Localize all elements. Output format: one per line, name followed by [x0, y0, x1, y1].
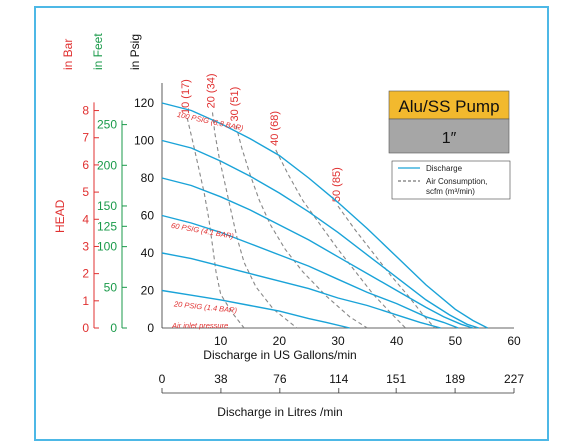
air-curve-label: 50 (85): [331, 167, 343, 202]
psig-tick-label: 60: [141, 209, 155, 223]
feet-tick-label: 50: [104, 280, 118, 294]
bar-axis-label: in Bar: [61, 39, 75, 70]
discharge-curve-label: 60 PSIG (4.1 BAR): [170, 221, 234, 241]
legend-box: [391, 160, 511, 200]
feet-tick-label: 125: [97, 219, 117, 233]
air-curve: [186, 117, 245, 329]
x-gpm-tick-label: 50: [449, 334, 463, 348]
feet-tick-label: 250: [97, 118, 117, 132]
psig-tick-label: 80: [141, 171, 155, 185]
x-lpm-tick-label: 76: [273, 372, 287, 386]
psig-axis-label: in Psig: [128, 34, 142, 70]
x-gpm-tick-label: 30: [331, 334, 345, 348]
bar-tick-label: 7: [82, 131, 89, 145]
x-lpm-tick-label: 38: [214, 372, 228, 386]
psig-tick-label: 120: [134, 96, 154, 110]
bar-tick-label: 2: [82, 267, 89, 281]
feet-tick-label: 100: [97, 240, 117, 254]
psig-tick-label: 100: [134, 134, 154, 148]
legend-air-label-2: scfm (m³/min): [426, 187, 475, 196]
feet-axis-label: in Feet: [91, 33, 105, 70]
discharge-curve: [161, 214, 459, 329]
pump-title-box: [388, 90, 510, 120]
air-curve: [337, 205, 436, 329]
x-gpm-tick-label: 20: [273, 334, 287, 348]
bar-tick-label: 5: [82, 185, 89, 199]
x-gpm-tick-label: 40: [390, 334, 404, 348]
air-curve-label: 30 (51): [229, 87, 241, 122]
legend-air-label-1: Air Consumption,: [426, 177, 487, 186]
x-lpm-tick-label: 227: [504, 372, 524, 386]
x-axis-lpm-label: Discharge in Litres /min: [217, 405, 342, 419]
air-curve-label: 20 (34): [205, 74, 217, 109]
air-curve: [235, 125, 368, 329]
pump-title: Alu/SS Pump: [398, 97, 499, 116]
air-curve-label: 40 (68): [269, 111, 281, 146]
pump-performance-chart: 0204060801001200501001251502002500123456…: [53, 33, 524, 419]
psig-tick-label: 40: [141, 246, 155, 260]
bar-tick-label: 1: [82, 294, 89, 308]
x-lpm-tick-label: 189: [445, 372, 465, 386]
bar-tick-label: 6: [82, 158, 89, 172]
x-axis-gpm-label: Discharge in US Gallons/min: [203, 348, 356, 362]
psig-tick-label: 0: [147, 321, 154, 335]
pump-size-box: [388, 118, 510, 154]
feet-tick-label: 150: [97, 199, 117, 213]
chart-frame: 0 20 40 60 80 100 120 0 50 100 125 150 200 250 0 1 2 3 4 5 6…: [34, 6, 549, 441]
inlet-note: Air inlet pressure: [171, 321, 228, 330]
air-curve: [211, 112, 298, 329]
discharge-curve: [161, 139, 480, 329]
x-lpm-tick-label: 151: [386, 372, 406, 386]
air-curve: [275, 149, 406, 329]
discharge-curve: [161, 289, 350, 329]
discharge-curve: [161, 102, 488, 329]
bar-tick-label: 4: [82, 212, 89, 226]
x-gpm-tick-label: 10: [214, 334, 228, 348]
x-lpm-tick-label: 114: [329, 372, 348, 386]
head-label: HEAD: [53, 199, 67, 233]
legend-discharge-label: Discharge: [426, 164, 463, 173]
x-lpm-tick-label: 0: [159, 372, 166, 386]
psig-tick-label: 20: [141, 284, 155, 298]
x-gpm-tick-label: 60: [507, 334, 521, 348]
bar-tick-label: 0: [82, 321, 89, 335]
air-curve-label: 10 (17): [180, 79, 192, 114]
feet-tick-label: 0: [110, 321, 117, 335]
discharge-curve: [161, 252, 441, 329]
bar-tick-label: 3: [82, 239, 89, 253]
feet-tick-label: 200: [97, 158, 117, 172]
discharge-curve: [161, 177, 474, 329]
bar-tick-label: 8: [82, 104, 89, 118]
pump-size: 1″: [442, 130, 457, 147]
